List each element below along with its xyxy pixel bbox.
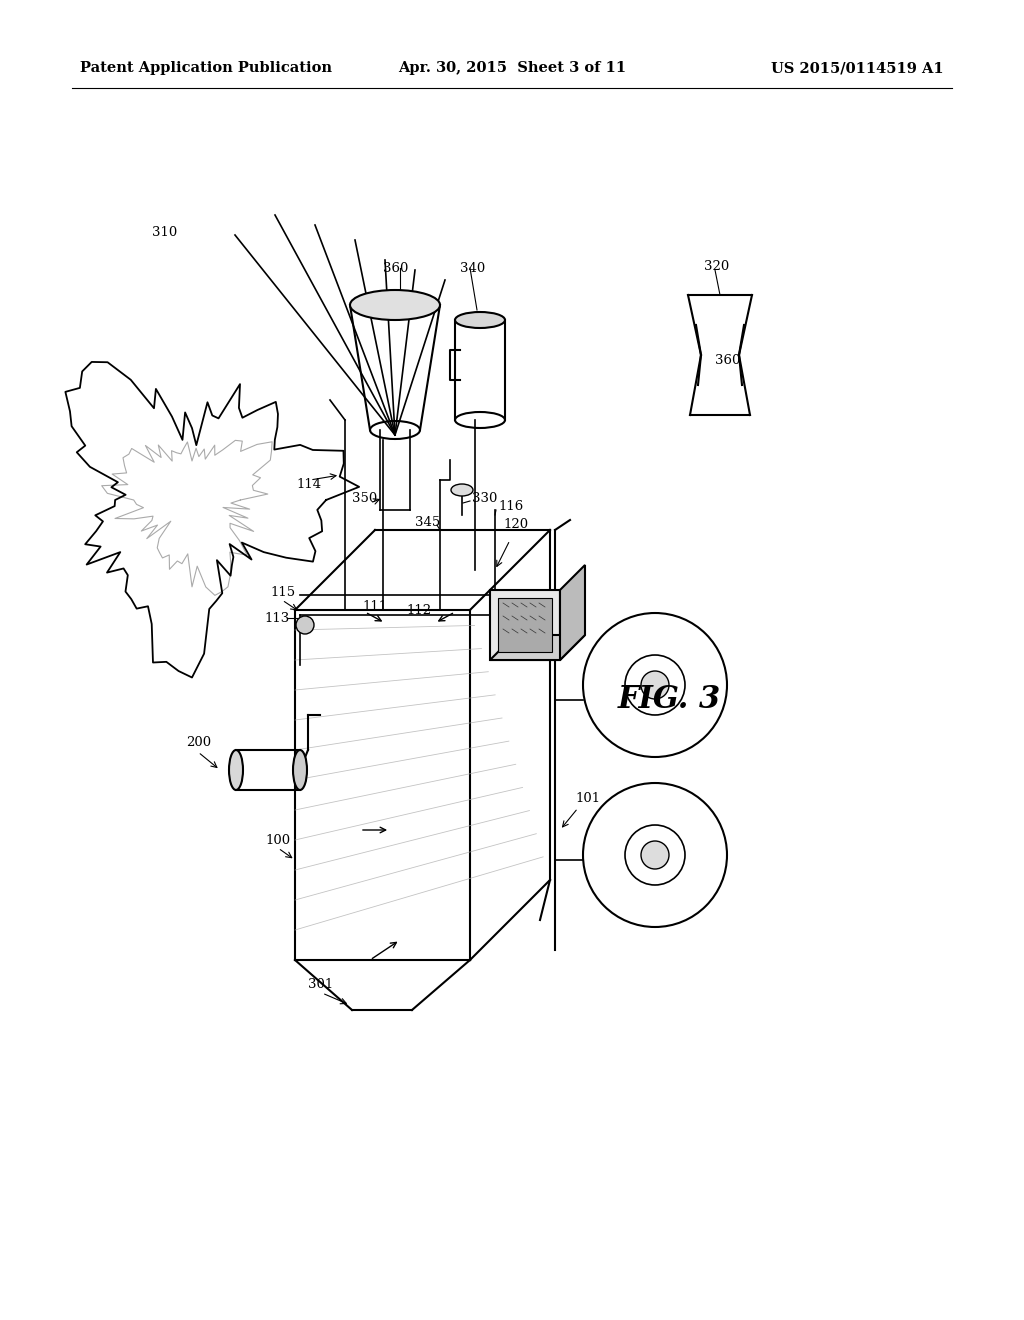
Ellipse shape [451, 484, 473, 496]
Text: 310: 310 [152, 227, 177, 239]
Text: 330: 330 [472, 491, 498, 504]
Text: Apr. 30, 2015  Sheet 3 of 11: Apr. 30, 2015 Sheet 3 of 11 [398, 61, 626, 75]
Text: 350: 350 [352, 491, 377, 504]
Text: 112: 112 [406, 603, 431, 616]
Text: 113: 113 [264, 611, 289, 624]
Text: 360: 360 [383, 261, 409, 275]
Text: US 2015/0114519 A1: US 2015/0114519 A1 [771, 61, 944, 75]
Text: 101: 101 [575, 792, 600, 804]
Circle shape [641, 841, 669, 869]
Circle shape [641, 671, 669, 700]
Ellipse shape [350, 290, 440, 319]
Text: 340: 340 [460, 261, 485, 275]
Text: 114: 114 [296, 478, 322, 491]
Text: 301: 301 [308, 978, 333, 991]
Text: 345: 345 [415, 516, 440, 528]
Text: Patent Application Publication: Patent Application Publication [80, 61, 332, 75]
Text: 116: 116 [498, 499, 523, 512]
Text: 115: 115 [270, 586, 295, 598]
Polygon shape [490, 590, 560, 660]
Text: 360: 360 [715, 354, 740, 367]
Polygon shape [560, 565, 585, 660]
Ellipse shape [455, 312, 505, 327]
Text: FIG. 3: FIG. 3 [618, 685, 721, 715]
Text: 120: 120 [503, 519, 528, 532]
Polygon shape [490, 635, 585, 660]
Ellipse shape [293, 750, 307, 789]
Text: 111: 111 [362, 599, 387, 612]
Text: 320: 320 [705, 260, 729, 272]
Polygon shape [498, 598, 552, 652]
Circle shape [296, 616, 314, 634]
Text: 200: 200 [186, 737, 211, 750]
Ellipse shape [229, 750, 243, 789]
Text: 100: 100 [265, 833, 290, 846]
